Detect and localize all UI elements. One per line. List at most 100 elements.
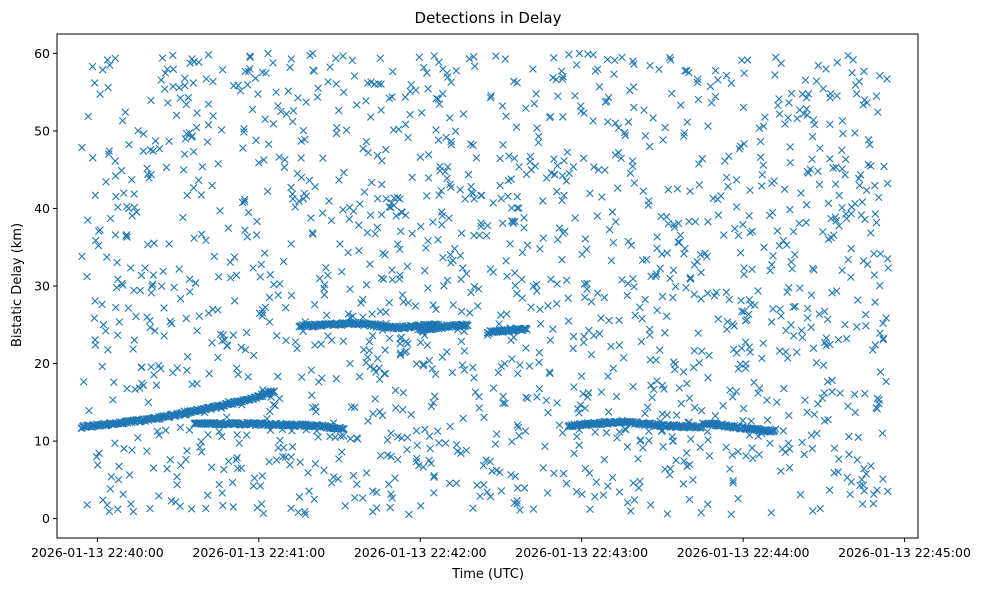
scatter-point (339, 206, 347, 214)
scatter-point (477, 219, 485, 227)
scatter-point (403, 433, 412, 442)
scatter-point (827, 233, 836, 242)
scatter-point (862, 470, 870, 478)
scatter-point (513, 204, 522, 212)
scatter-point (387, 198, 396, 207)
scatter-point (857, 211, 866, 219)
scatter-point (786, 158, 795, 167)
scatter-point (363, 353, 372, 362)
scatter-point (467, 182, 475, 191)
scatter-point (113, 331, 122, 339)
scatter-point (109, 396, 117, 404)
scatter-point (204, 51, 213, 59)
scatter-point (175, 265, 184, 273)
scatter-point (339, 337, 348, 345)
scatter-point (503, 272, 511, 281)
scatter-point (388, 275, 397, 284)
scatter-point (584, 389, 593, 397)
scatter-point (373, 151, 382, 160)
scatter-point (553, 235, 562, 244)
scatter-point (483, 488, 491, 496)
scatter-point (195, 443, 204, 451)
scatter-point (779, 427, 788, 435)
scatter-point (238, 198, 247, 207)
scatter-point (758, 170, 767, 179)
scatter-point (824, 415, 832, 424)
scatter-point (157, 282, 166, 291)
scatter-point (559, 72, 567, 81)
scatter-point (179, 165, 188, 174)
scatter-point (609, 364, 618, 373)
scatter-point (143, 240, 152, 249)
scatter-point (173, 364, 182, 372)
scatter-point (859, 257, 868, 265)
scatter-point (188, 55, 196, 63)
scatter-point (197, 437, 206, 446)
scatter-point (232, 271, 241, 280)
scatter-point (553, 280, 561, 288)
scatter-point (464, 321, 472, 330)
scatter-point (376, 54, 385, 63)
scatter-point (704, 373, 712, 382)
scatter-point (92, 453, 101, 461)
scatter-point (736, 248, 745, 257)
scatter-point (402, 347, 411, 356)
scatter-point (639, 187, 647, 195)
scatter-point (111, 157, 119, 165)
scatter-point (841, 155, 850, 164)
scatter-point (152, 381, 161, 390)
scatter-point (669, 266, 678, 275)
scatter-point (391, 404, 400, 412)
scatter-point (128, 446, 136, 454)
scatter-point (833, 92, 841, 100)
scatter-point (499, 392, 507, 401)
scatter-point (110, 378, 118, 387)
scatter-point (809, 344, 818, 353)
scatter-point (209, 112, 217, 120)
scatter-point (859, 101, 867, 109)
scatter-point (447, 137, 455, 146)
scatter-point (435, 100, 444, 108)
scatter-point (681, 244, 689, 253)
scatter-point (127, 500, 135, 508)
scatter-point (619, 353, 628, 362)
scatter-point (615, 316, 623, 325)
scatter-point (158, 54, 167, 62)
scatter-point (364, 417, 372, 425)
scatter-point (190, 234, 198, 242)
scatter-point (101, 327, 110, 335)
scatter-point (322, 311, 331, 320)
scatter-point (734, 447, 742, 456)
scatter-point (571, 214, 579, 222)
scatter-point (793, 348, 801, 356)
scatter-point (161, 85, 169, 93)
scatter-point (525, 362, 534, 370)
scatter-point (844, 51, 852, 60)
scatter-point (635, 303, 644, 311)
scatter-point (234, 370, 243, 379)
scatter-point (630, 179, 639, 187)
scatter-point (808, 155, 816, 164)
scatter-point (313, 93, 322, 101)
scatter-point (883, 179, 892, 188)
scatter-point (187, 505, 196, 513)
scatter-point (711, 66, 720, 75)
scatter-point (105, 61, 114, 69)
scatter-point (320, 290, 329, 299)
scatter-point (576, 401, 585, 409)
scatter-point (472, 154, 481, 162)
scatter-point (398, 291, 407, 299)
scatter-point (686, 187, 694, 195)
scatter-point (611, 217, 620, 226)
scatter-point (732, 203, 741, 211)
scatter-point (703, 500, 712, 509)
scatter-point (252, 136, 260, 145)
scatter-point (276, 436, 284, 445)
scatter-point (684, 68, 693, 77)
scatter-point (459, 264, 467, 272)
scatter-point (398, 324, 406, 332)
scatter-point (646, 61, 654, 70)
scatter-point (307, 391, 316, 399)
scatter-point (604, 482, 612, 490)
scatter-point (151, 327, 159, 335)
